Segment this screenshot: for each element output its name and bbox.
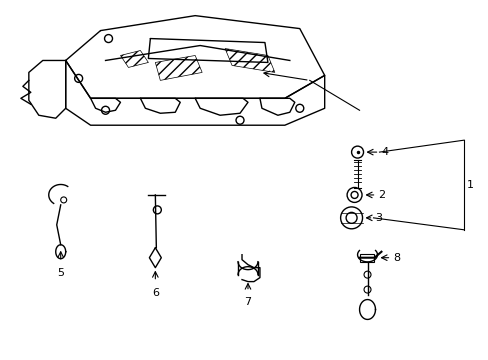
Text: 1: 1 [466, 180, 473, 190]
Text: 2: 2 [378, 190, 385, 200]
Text: 3: 3 [375, 213, 382, 223]
Text: 6: 6 [152, 288, 159, 298]
Text: 7: 7 [244, 297, 251, 307]
Text: 8: 8 [393, 253, 400, 263]
Text: 4: 4 [381, 147, 388, 157]
Text: 5: 5 [57, 268, 64, 278]
